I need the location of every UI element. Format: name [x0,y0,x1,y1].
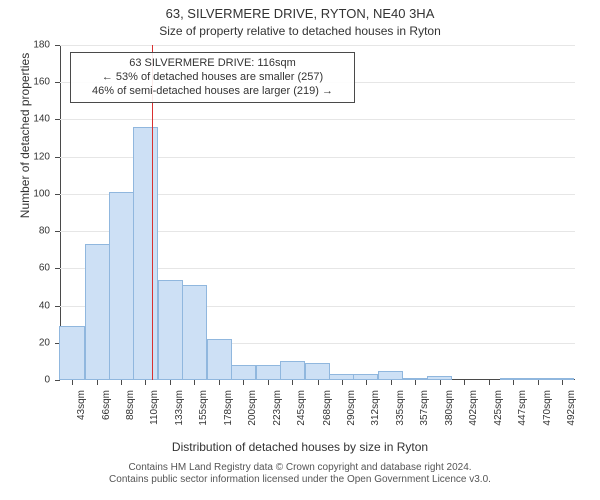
annotation-line: 46% of semi-detached houses are larger (… [77,85,348,99]
footer-line-1: Contains HM Land Registry data © Crown c… [0,462,600,474]
ytick-mark [55,306,60,307]
ytick-label: 40 [39,300,50,311]
xtick-label: 402sqm [468,390,479,426]
histogram-bar [207,339,232,380]
xtick-mark [440,380,441,385]
histogram-bar [256,365,281,380]
xtick-label: 178sqm [223,390,234,426]
xtick-label: 268sqm [322,390,333,426]
ytick-label: 100 [33,188,50,199]
gridline-h [60,45,575,46]
annotation-box: 63 SILVERMERE DRIVE: 116sqm← 53% of deta… [70,52,355,103]
xtick-label: 133sqm [174,390,185,426]
xtick-label: 492sqm [566,390,577,426]
ytick-mark [55,194,60,195]
xtick-mark [97,380,98,385]
chart-title: 63, SILVERMERE DRIVE, RYTON, NE40 3HA [0,6,600,21]
ytick-mark [55,82,60,83]
ytick-label: 80 [39,226,50,237]
histogram-bar [109,192,134,380]
xtick-mark [415,380,416,385]
xtick-mark [464,380,465,385]
ytick-mark [55,119,60,120]
xtick-mark [513,380,514,385]
xtick-mark [145,380,146,385]
y-axis-label: Number of detached properties [18,0,32,303]
xtick-mark [243,380,244,385]
ytick-label: 180 [33,40,50,51]
xtick-label: 66sqm [101,390,112,420]
histogram-bar [231,365,256,380]
ytick-label: 20 [39,337,50,348]
xtick-mark [366,380,367,385]
annotation-line: ← 53% of detached houses are smaller (25… [77,71,348,85]
xtick-label: 155sqm [198,390,209,426]
ytick-mark [55,45,60,46]
gridline-h [60,119,575,120]
histogram-bar [182,285,207,380]
annotation-line: 63 SILVERMERE DRIVE: 116sqm [77,57,348,71]
histogram-bar [133,127,158,380]
xtick-label: 290sqm [346,390,357,426]
xtick-mark [538,380,539,385]
xtick-label: 223sqm [272,390,283,426]
xtick-label: 88sqm [125,390,136,420]
xtick-mark [562,380,563,385]
ytick-mark [55,231,60,232]
xtick-label: 245sqm [296,390,307,426]
xtick-label: 380sqm [444,390,455,426]
xtick-label: 312sqm [370,390,381,426]
xtick-label: 110sqm [149,390,160,425]
xtick-label: 470sqm [542,390,553,426]
xtick-mark [170,380,171,385]
xtick-label: 335sqm [395,390,406,426]
xtick-mark [318,380,319,385]
ytick-label: 0 [44,375,50,386]
xtick-mark [489,380,490,385]
ytick-mark [55,380,60,381]
xtick-mark [292,380,293,385]
xtick-mark [219,380,220,385]
xtick-mark [121,380,122,385]
ytick-label: 140 [33,114,50,125]
xtick-mark [391,380,392,385]
xtick-label: 425sqm [493,390,504,426]
attribution-footer: Contains HM Land Registry data © Crown c… [0,462,600,486]
chart-subtitle: Size of property relative to detached ho… [0,24,600,38]
xtick-mark [194,380,195,385]
footer-line-2: Contains public sector information licen… [0,474,600,486]
xtick-label: 43sqm [76,390,87,420]
histogram-bar [158,280,183,381]
x-axis-label: Distribution of detached houses by size … [0,440,600,454]
xtick-mark [342,380,343,385]
ytick-label: 120 [33,151,50,162]
histogram-bar [378,371,403,380]
histogram-bar [85,244,110,380]
histogram-bar [305,363,330,380]
histogram-bar [59,326,84,380]
xtick-mark [268,380,269,385]
xtick-mark [72,380,73,385]
xtick-label: 447sqm [517,390,528,426]
ytick-mark [55,157,60,158]
ytick-label: 60 [39,263,50,274]
histogram-bar [280,361,305,380]
ytick-mark [55,268,60,269]
xtick-label: 200sqm [247,390,258,426]
ytick-label: 160 [33,77,50,88]
xtick-label: 357sqm [419,390,430,426]
